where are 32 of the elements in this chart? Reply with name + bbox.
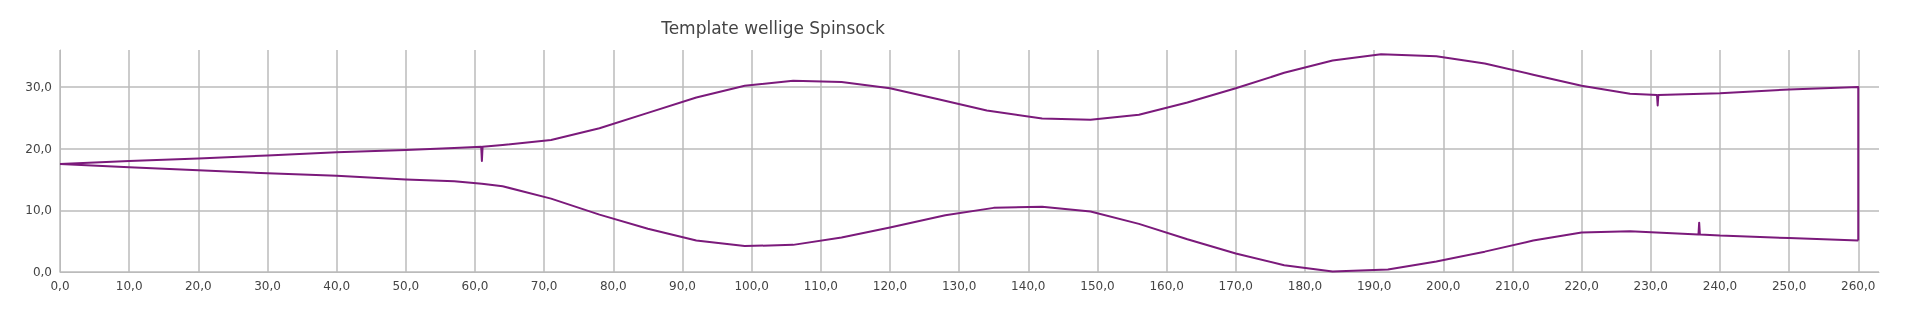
x-tick-label: 110,0 — [803, 279, 838, 293]
y-tick-label: 10,0 — [25, 203, 52, 218]
x-tick-label: 180,0 — [1287, 279, 1323, 293]
x-tick-label: 70,0 — [530, 279, 558, 293]
x-tick-label: 120,0 — [872, 279, 908, 293]
x-tick-label: 10,0 — [115, 279, 143, 293]
x-tick-label: 80,0 — [599, 279, 627, 293]
x-tick-label: 160,0 — [1149, 279, 1184, 293]
x-tick-label: 40,0 — [323, 279, 351, 293]
x-tick-label: 0,0 — [50, 279, 70, 293]
x-tick-label: 210,0 — [1495, 279, 1530, 293]
x-tick-label: 250,0 — [1771, 279, 1807, 293]
x-tick-label: 150,0 — [1080, 279, 1115, 293]
x-tick-label: 140,0 — [1011, 279, 1046, 293]
x-tick-label: 130,0 — [941, 279, 977, 293]
x-tick-label: 50,0 — [392, 279, 420, 293]
x-tick-label: 60,0 — [461, 279, 489, 293]
y-tick-label: 30,0 — [25, 80, 52, 94]
x-tick-label: 220,0 — [1564, 279, 1599, 293]
x-tick-label: 260,0 — [1841, 279, 1876, 293]
x-tick-label: 230,0 — [1633, 279, 1668, 293]
x-tick-label: 240,0 — [1702, 279, 1738, 293]
y-tick-label: 0,0 — [32, 265, 52, 279]
x-tick-label: 200,0 — [1426, 279, 1461, 293]
x-tick-label: 100,0 — [734, 279, 769, 293]
x-tick-label: 90,0 — [669, 279, 696, 293]
x-tick-label: 30,0 — [254, 279, 281, 293]
x-tick-label: 190,0 — [1356, 279, 1392, 293]
x-tick-label: 20,0 — [184, 279, 212, 293]
x-tick-label: 170,0 — [1218, 279, 1253, 293]
chart-title: Template wellige Spinsock — [660, 17, 885, 38]
y-tick-label: 20,0 — [25, 141, 52, 156]
